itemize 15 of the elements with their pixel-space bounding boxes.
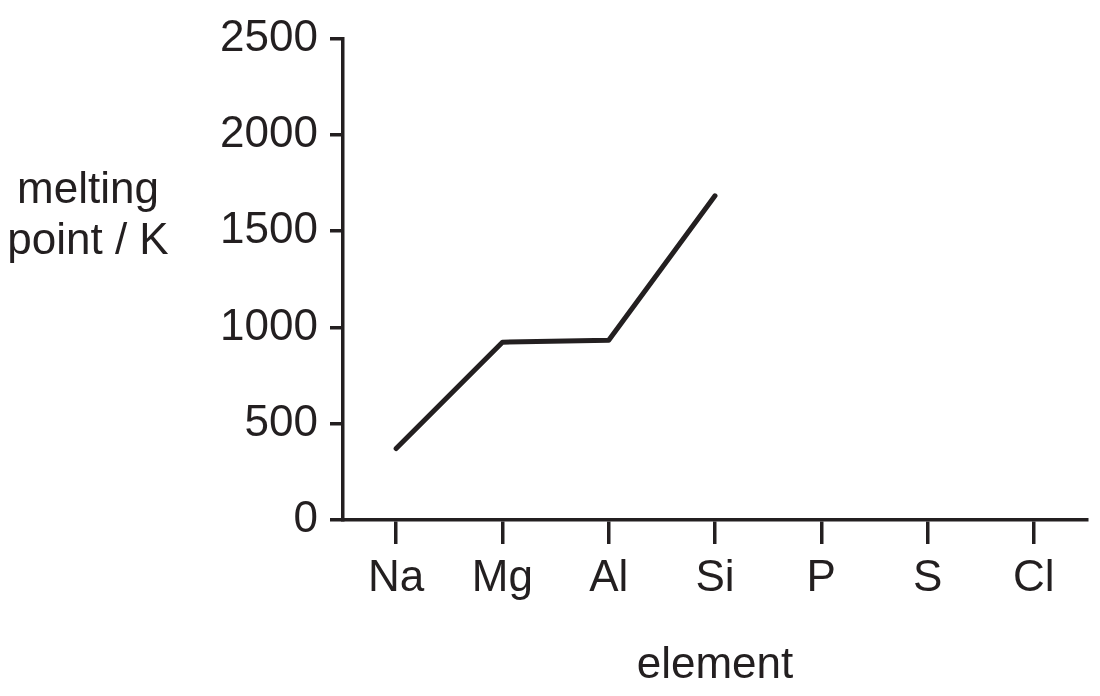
x-tick-label: Si	[695, 550, 735, 600]
x-tick-label: Na	[368, 550, 425, 600]
x-tick-label: Cl	[1013, 550, 1055, 600]
y-tick-label: 0	[293, 492, 318, 542]
y-tick-label: 1500	[220, 203, 318, 253]
x-tick-label: P	[806, 550, 836, 600]
x-tick-label: S	[912, 550, 943, 600]
x-tick-label: Mg	[471, 550, 533, 600]
y-tick-label: 2000	[220, 106, 318, 156]
y-axis-title: melting point / K	[7, 163, 169, 264]
y-tick-label: 500	[244, 395, 318, 445]
x-axis-title: element	[636, 637, 794, 687]
x-tick-label: Al	[589, 550, 629, 600]
y-tick-label: 2500	[220, 10, 318, 60]
y-tick-label: 1000	[220, 299, 318, 349]
